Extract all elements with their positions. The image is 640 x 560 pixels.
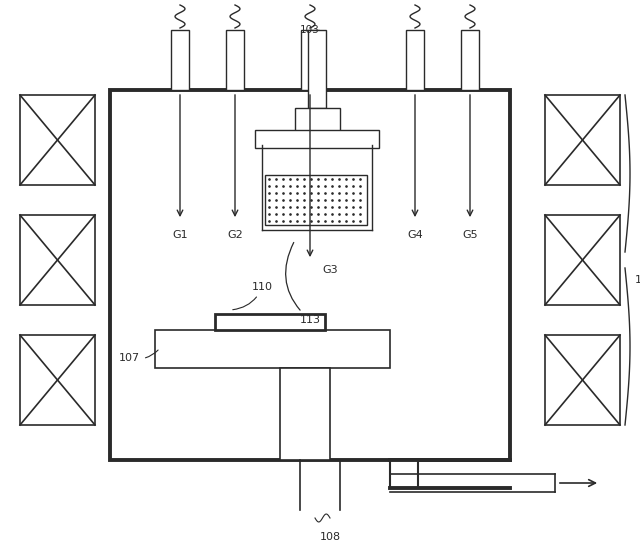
Bar xyxy=(545,335,620,425)
Bar xyxy=(301,30,319,90)
Bar xyxy=(215,314,325,330)
Bar xyxy=(545,95,620,185)
Text: 106: 106 xyxy=(635,275,640,285)
Bar xyxy=(155,330,390,368)
Text: G3: G3 xyxy=(322,265,338,275)
Bar xyxy=(406,30,424,90)
Text: G2: G2 xyxy=(227,230,243,240)
Bar xyxy=(226,30,244,90)
Bar xyxy=(171,30,189,90)
Bar xyxy=(20,95,95,185)
Bar xyxy=(110,90,510,460)
Bar xyxy=(20,215,95,305)
Text: 100: 100 xyxy=(170,0,190,2)
Text: G5: G5 xyxy=(462,230,478,240)
Text: 102: 102 xyxy=(300,0,320,2)
Text: 105: 105 xyxy=(460,0,480,2)
Bar xyxy=(295,108,340,133)
Text: 110: 110 xyxy=(233,282,273,310)
Bar xyxy=(280,368,330,460)
Bar xyxy=(265,175,367,225)
Bar xyxy=(20,335,95,425)
Text: G4: G4 xyxy=(407,230,423,240)
Text: 103: 103 xyxy=(300,25,320,35)
Text: 101: 101 xyxy=(225,0,245,2)
Text: 108: 108 xyxy=(319,532,340,542)
Text: 107: 107 xyxy=(119,350,158,363)
Text: 104: 104 xyxy=(405,0,425,2)
Text: G1: G1 xyxy=(172,230,188,240)
Bar xyxy=(308,30,326,108)
Bar xyxy=(545,215,620,305)
Bar xyxy=(255,130,379,148)
Text: 113: 113 xyxy=(285,242,321,325)
Bar xyxy=(390,460,418,488)
Bar xyxy=(461,30,479,90)
